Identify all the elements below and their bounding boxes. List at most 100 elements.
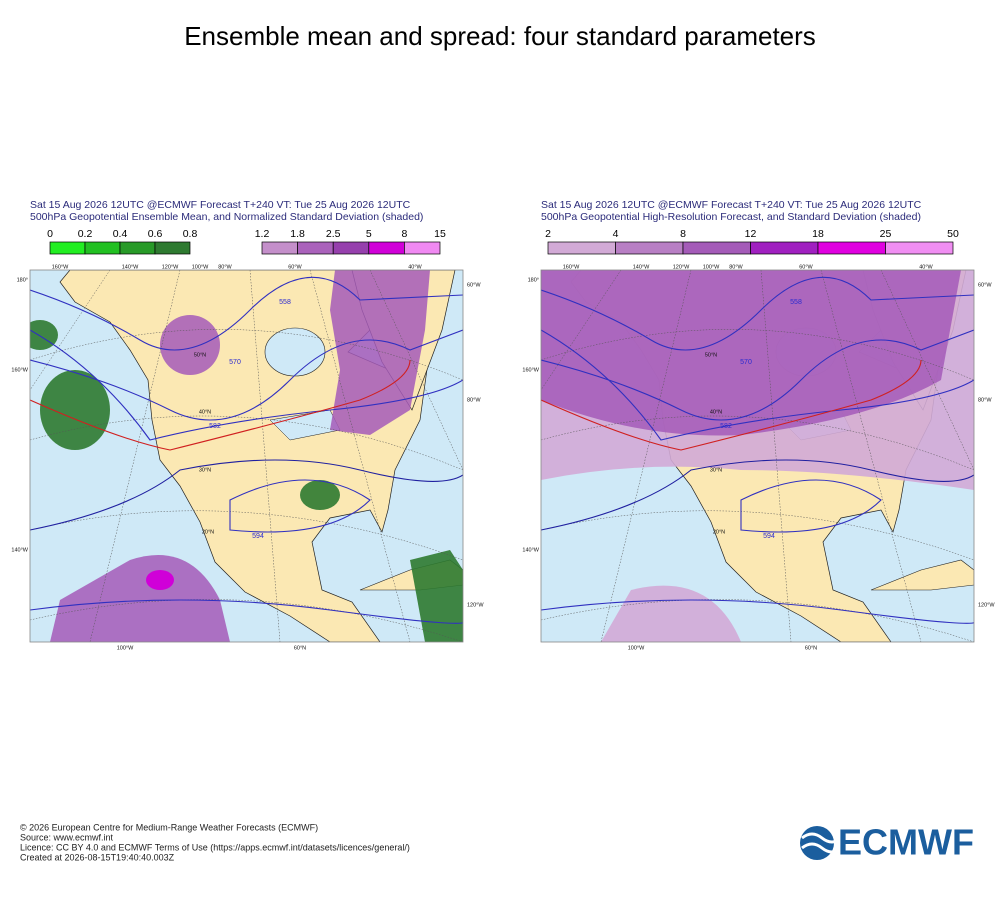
map-label: 60°W <box>467 282 481 288</box>
spread-shading <box>146 570 174 590</box>
contour-label: 570 <box>229 359 241 366</box>
colorbar-label: 8 <box>680 228 686 240</box>
map-label: 40°N <box>199 409 211 415</box>
map-label: 100°W <box>628 645 645 651</box>
colorbar-label: 0 <box>47 228 53 240</box>
map-label: 30°N <box>710 467 722 473</box>
contour-label: 594 <box>763 533 775 540</box>
map-label: 60°W <box>288 264 302 270</box>
colorbar-label: 0.6 <box>148 228 163 240</box>
map-label: 180° <box>528 277 539 283</box>
colorbar-label: 5 <box>366 228 372 240</box>
map-label: 140°W <box>122 264 139 270</box>
map-label: 100°W <box>117 645 134 651</box>
map-label: 40°W <box>919 264 933 270</box>
contour-label: 594 <box>252 533 264 540</box>
panel-header: 500hPa Geopotential Ensemble Mean, and N… <box>30 211 423 223</box>
colorbar-bin <box>547 241 616 255</box>
colorbar-bin <box>404 241 441 255</box>
panel-header: 500hPa Geopotential High-Resolution Fore… <box>541 211 921 223</box>
footer-line: © 2026 European Centre for Medium-Range … <box>20 822 318 832</box>
colorbar-bin <box>368 241 405 255</box>
colorbar-bin <box>154 241 191 255</box>
footer-line: Licence: CC BY 4.0 and ECMWF Terms of Us… <box>20 842 410 852</box>
map-label: 120°W <box>978 602 995 608</box>
spread-shading <box>300 480 340 510</box>
colorbar-label: 50 <box>947 228 959 240</box>
colorbar-bin <box>885 241 954 255</box>
map-label: 40°W <box>408 264 422 270</box>
colorbar-bin <box>119 241 156 255</box>
colorbar-bin <box>750 241 819 255</box>
map-panel: Sat 15 Aug 2026 12UTC @ECMWF Forecast T+… <box>11 199 484 652</box>
footer-line: Created at 2026-08-15T19:40:40.003Z <box>20 852 175 862</box>
colorbar-bin <box>817 241 886 255</box>
map-label: 140°W <box>633 264 650 270</box>
colorbar-label: 0.8 <box>183 228 198 240</box>
colorbar-label: 2 <box>545 228 551 240</box>
map-panel: Sat 15 Aug 2026 12UTC @ECMWF Forecast T+… <box>522 199 995 652</box>
map-label: 50°N <box>194 352 206 358</box>
logo-mark <box>801 832 843 854</box>
colorbar-bin <box>297 241 334 255</box>
colorbar-label: 1.2 <box>255 228 270 240</box>
map-label: 120°W <box>467 602 484 608</box>
map-label: 80°W <box>729 264 743 270</box>
colorbar-bin <box>615 241 684 255</box>
spread-shading <box>160 315 220 375</box>
colorbar-label: 12 <box>745 228 757 240</box>
map-label: 30°N <box>199 467 211 473</box>
map-label: 80°W <box>218 264 232 270</box>
colorbar-label: 1.8 <box>290 228 305 240</box>
logo-text: ECMWF <box>838 822 974 863</box>
colorbar-label: 8 <box>401 228 407 240</box>
colorbar-bin <box>332 241 370 255</box>
colorbar-label: 4 <box>613 228 619 240</box>
map-body <box>30 270 463 642</box>
contour-label: 582 <box>209 423 221 430</box>
map-label: 120°W <box>162 264 179 270</box>
spread-shading <box>30 320 58 350</box>
colorbar-label: 0.2 <box>78 228 93 240</box>
colorbar: 2 4 8 12 18 25 50 <box>545 228 959 255</box>
contour-label: 558 <box>279 299 291 306</box>
map-label: 60°W <box>978 282 992 288</box>
map: 180° 160°W 140°W 160°W 140°W 120°W 100°W 80°W 60… <box>11 264 484 651</box>
map-label: 60°W <box>799 264 813 270</box>
map-label: 40°N <box>710 409 722 415</box>
colorbar-bin <box>261 241 298 255</box>
map-label: 160°W <box>522 367 539 373</box>
contour-label: 570 <box>740 359 752 366</box>
map-label: 180° <box>17 277 28 283</box>
map-label: 20°N <box>202 529 214 535</box>
map-body <box>541 270 974 642</box>
colorbar-label: 0.4 <box>113 228 128 240</box>
map-label: 20°N <box>713 529 725 535</box>
colorbar-label: 2.5 <box>326 228 341 240</box>
colorbar-bin <box>682 241 751 255</box>
logo: ECMWF <box>800 822 974 863</box>
map-label: 80°W <box>467 397 481 403</box>
spread-shading <box>410 550 463 642</box>
colorbar-bin <box>49 241 86 255</box>
map-label: 140°W <box>522 547 539 553</box>
map-label: 140°W <box>11 547 28 553</box>
colorbar-bin <box>84 241 121 255</box>
colorbar-label: 25 <box>880 228 892 240</box>
panel-header: Sat 15 Aug 2026 12UTC @ECMWF Forecast T+… <box>30 199 411 211</box>
map-label: 100°W <box>192 264 209 270</box>
map-label: 160°W <box>52 264 69 270</box>
map-label: 160°W <box>11 367 28 373</box>
colorbar: 0 0.2 0.4 0.6 0.8 <box>47 228 198 255</box>
page-title: Ensemble mean and spread: four standard … <box>184 21 816 51</box>
spread-shading <box>40 370 110 450</box>
panel-header: Sat 15 Aug 2026 12UTC @ECMWF Forecast T+… <box>541 199 922 211</box>
contour-label: 582 <box>720 423 732 430</box>
spread-shading <box>330 270 430 435</box>
map-label: 80°W <box>978 397 992 403</box>
map-label: 50°N <box>705 352 717 358</box>
map: 180° 160°W 140°W 160°W 140°W 120°W 100°W 80°W 60… <box>522 264 995 651</box>
map-label: 100°W <box>703 264 720 270</box>
map-label: 160°W <box>563 264 580 270</box>
